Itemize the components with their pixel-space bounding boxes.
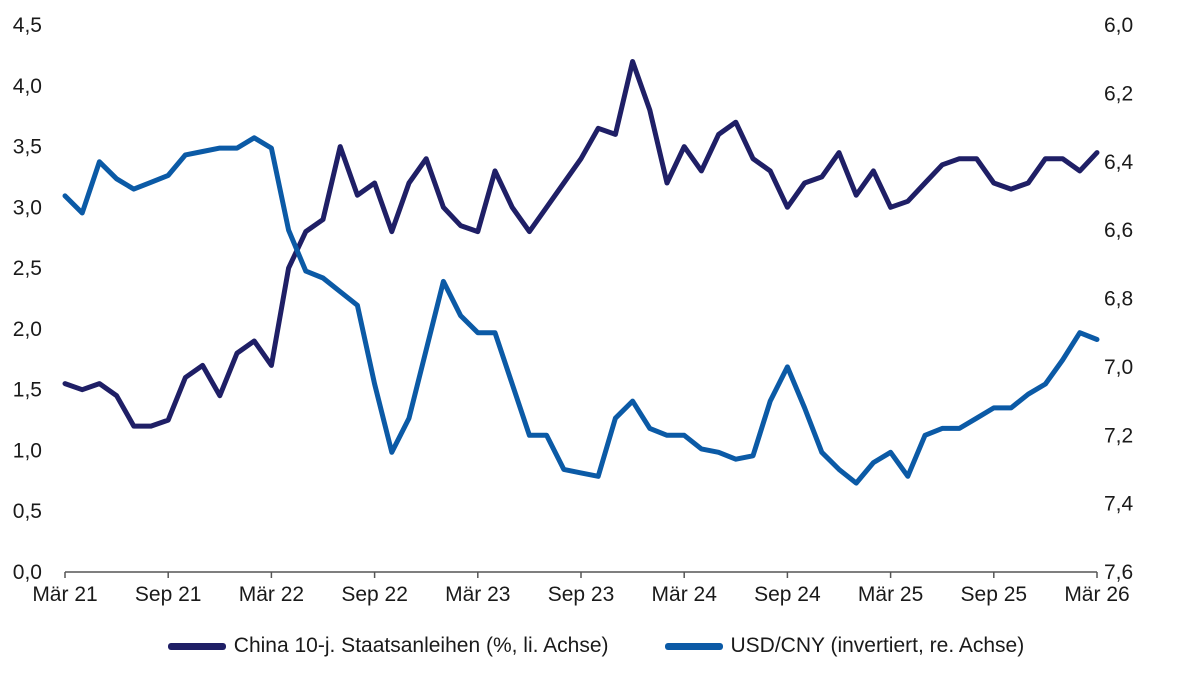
- line-chart: 0,0 0,5 1,0 1,5 2,0 2,5 3,0 3,5 4,0 4,5 6,0 6,2 6,4…: [13, 14, 1134, 606]
- legend-label-china-10y: China 10-j. Staatsanleihen (%, li. Achse…: [233, 634, 609, 657]
- series-line-usd-cny: [62, 135, 1100, 486]
- legend-swatch-china-10y: [167, 642, 226, 650]
- series-layer: [62, 59, 1100, 486]
- left-tick-label: 3,5: [13, 136, 42, 159]
- left-tick-label: 0,5: [13, 500, 42, 523]
- left-tick-label: 4,0: [13, 75, 42, 98]
- x-tick-label: Mär 24: [652, 583, 718, 606]
- x-tick-label: Sep 24: [754, 583, 821, 606]
- x-tick-label: Mär 26: [1064, 583, 1129, 606]
- series-line-china-10y: [62, 59, 1100, 429]
- right-tick-label: 7,4: [1104, 493, 1134, 516]
- left-tick-label: 3,0: [13, 196, 42, 219]
- x-tick-label: Mär 25: [858, 583, 923, 606]
- x-tick-label: Mär 23: [445, 583, 510, 606]
- legend: China 10-j. Staatsanleihen (%, li. Achse…: [0, 628, 1192, 664]
- right-tick-label: 6,0: [1104, 14, 1133, 37]
- right-tick-label: 7,6: [1104, 561, 1133, 584]
- x-tick-label: Mär 21: [32, 583, 97, 606]
- left-tick-label: 0,0: [13, 561, 42, 584]
- left-tick-label: 1,0: [13, 439, 42, 462]
- right-tick-label: 6,4: [1104, 151, 1134, 174]
- left-axis-ticks: 0,0 0,5 1,0 1,5 2,0 2,5 3,0 3,5 4,0 4,5: [13, 14, 42, 584]
- legend-item-china-10y: China 10-j. Staatsanleihen (%, li. Achse…: [167, 634, 609, 658]
- x-tick-label: Sep 23: [548, 583, 615, 606]
- x-tick-label: Mär 22: [239, 583, 304, 606]
- left-tick-label: 1,5: [13, 379, 42, 402]
- legend-swatch-usd-cny: [664, 642, 723, 650]
- x-axis-ticks: Mär 21 Sep 21 Mär 22 Sep 22 Mär 23 Sep 23 Mär …: [32, 572, 1130, 606]
- right-tick-label: 6,6: [1104, 219, 1133, 242]
- x-tick-label: Sep 22: [341, 583, 408, 606]
- legend-label-usd-cny: USD/CNY (invertiert, re. Achse): [730, 634, 1025, 657]
- x-tick-label: Sep 25: [961, 583, 1028, 606]
- right-axis-ticks: 6,0 6,2 6,4 6,6 6,8 7,0 7,2 7,4 7,6: [1104, 14, 1134, 584]
- right-tick-label: 7,2: [1104, 424, 1133, 447]
- left-tick-label: 2,5: [13, 257, 42, 280]
- left-tick-label: 4,5: [13, 14, 42, 37]
- right-tick-label: 6,8: [1104, 288, 1133, 311]
- left-tick-label: 2,0: [13, 318, 42, 341]
- right-tick-label: 7,0: [1104, 356, 1133, 379]
- legend-item-usd-cny: USD/CNY (invertiert, re. Achse): [664, 634, 1025, 658]
- right-tick-label: 6,2: [1104, 82, 1133, 105]
- x-tick-label: Sep 21: [135, 583, 202, 606]
